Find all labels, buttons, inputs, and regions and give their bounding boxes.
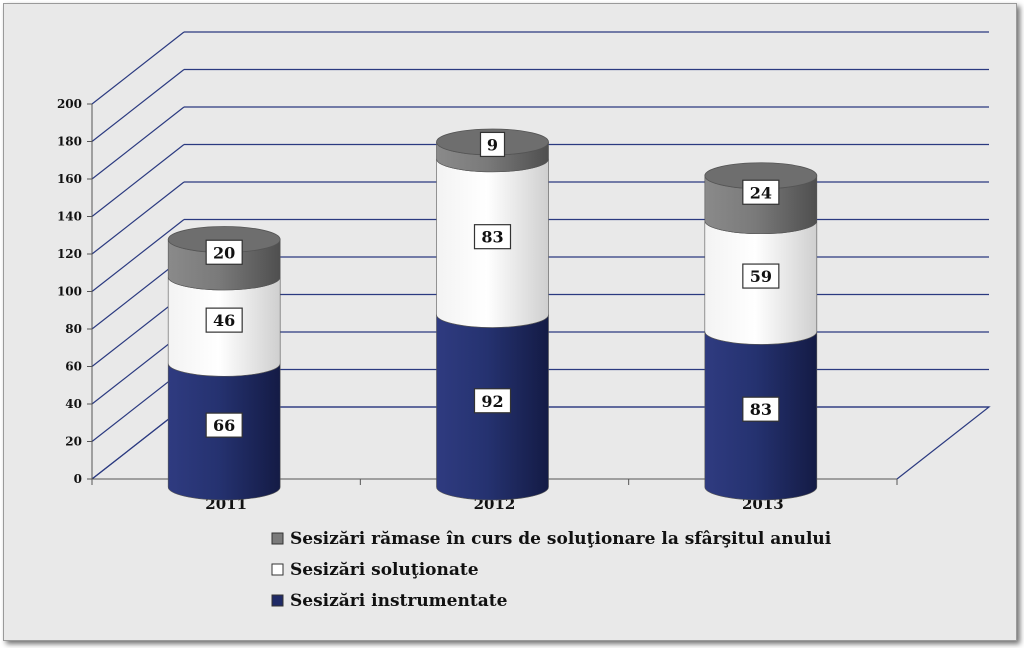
- data-label-box: [205, 412, 243, 438]
- data-label: 83: [750, 400, 772, 419]
- legend-label-0: Sesizări instrumentate: [290, 591, 508, 611]
- data-label: 46: [213, 311, 235, 330]
- y-tick-label: 100: [57, 285, 82, 299]
- y-tick-label: 0: [74, 472, 82, 486]
- data-label: 59: [750, 267, 772, 286]
- y-tick-label: 160: [57, 172, 82, 186]
- data-label-box: [473, 388, 512, 414]
- y-tick-label: 20: [65, 435, 82, 449]
- plot-back-grid: [91, 31, 991, 480]
- y-tick-label: 60: [65, 360, 82, 374]
- y-tick-label: 180: [57, 135, 82, 149]
- data-label: 92: [481, 392, 503, 411]
- bars: 66 46 20 92 83 9 83 59 24: [167, 128, 818, 501]
- data-label-box: [742, 396, 780, 422]
- data-label-box: [205, 307, 243, 333]
- y-tick-label: 40: [65, 397, 82, 411]
- data-label-box: [742, 263, 780, 289]
- y-tick-label: 120: [57, 247, 82, 261]
- y-tick-label: 80: [65, 322, 82, 336]
- data-label-box: [479, 131, 506, 158]
- floor-edge: [91, 406, 991, 480]
- legend: Sesizări rămase în curs de soluţionare l…: [271, 529, 832, 611]
- gridline-side: [91, 181, 185, 255]
- data-label: 24: [750, 183, 772, 202]
- data-label: 9: [487, 135, 498, 154]
- gridline-side: [91, 106, 185, 180]
- legend-swatch-2: [271, 532, 284, 545]
- data-label-box: [473, 224, 512, 250]
- legend-swatch-1: [271, 563, 284, 576]
- data-label: 20: [213, 243, 235, 262]
- y-axis: 0 20 40 60 80 100 120 140 160 180 200: [57, 97, 93, 486]
- y-tick-label: 140: [57, 210, 82, 224]
- data-label: 83: [481, 228, 503, 247]
- legend-swatch-0: [271, 594, 284, 607]
- data-label-box: [205, 239, 243, 265]
- gridline-side: [91, 31, 185, 105]
- data-label: 66: [213, 416, 235, 435]
- y-tick-label: 200: [57, 97, 82, 111]
- legend-label-1: Sesizări soluţionate: [290, 560, 479, 580]
- gridline-side: [91, 219, 185, 292]
- gridline-side: [91, 69, 185, 142]
- chart-frame: 0 20 40 60 80 100 120 140 160 180 200 2011 2012 2013…: [3, 3, 1017, 641]
- data-label-box: [742, 179, 780, 205]
- legend-label-2: Sesizări rămase în curs de soluţionare l…: [290, 529, 832, 549]
- gridline-side: [91, 144, 185, 217]
